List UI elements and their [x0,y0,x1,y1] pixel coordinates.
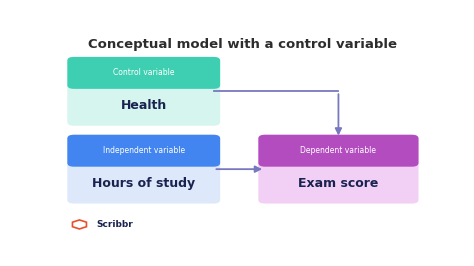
FancyBboxPatch shape [67,57,220,126]
Text: Conceptual model with a control variable: Conceptual model with a control variable [89,38,397,51]
FancyBboxPatch shape [67,135,220,203]
Bar [74,163,213,165]
Text: Hours of study: Hours of study [92,177,195,190]
Text: Exam score: Exam score [298,177,379,190]
FancyBboxPatch shape [67,57,220,89]
FancyBboxPatch shape [258,135,419,203]
Bar [74,85,213,88]
Text: Dependent variable: Dependent variable [301,146,376,155]
Bar [74,152,213,163]
FancyBboxPatch shape [258,135,419,167]
Text: Health: Health [120,99,167,112]
Text: Scribbr: Scribbr [96,220,133,229]
Bar [265,163,412,165]
Text: Control variable: Control variable [113,68,174,77]
Bar [74,74,213,85]
Text: Independent variable: Independent variable [103,146,185,155]
Bar [265,152,412,163]
FancyBboxPatch shape [67,135,220,167]
